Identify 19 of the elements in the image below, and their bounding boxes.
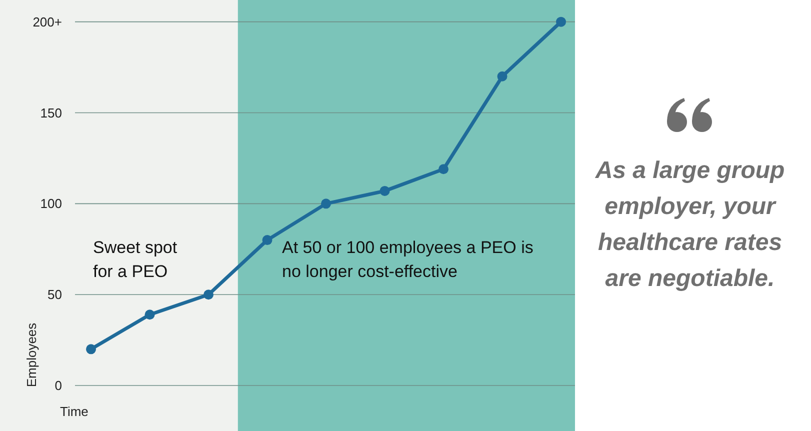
point bbox=[321, 198, 331, 209]
point bbox=[380, 186, 390, 196]
y-tick-label: 200+ bbox=[32, 14, 62, 30]
point bbox=[497, 71, 508, 82]
x-axis-title: Time bbox=[60, 404, 88, 419]
annotation: At 50 or 100 employees a PEO is no longer cost-effective bbox=[282, 238, 534, 281]
text: As a large group employer, your healthcare rates are negotiable. bbox=[594, 157, 785, 292]
y-tick-label: 150 bbox=[40, 105, 62, 120]
point bbox=[86, 344, 96, 354]
y-tick-label: 100 bbox=[40, 196, 62, 212]
point bbox=[262, 235, 272, 246]
y-tick-label: 50 bbox=[48, 287, 62, 302]
point bbox=[556, 16, 566, 27]
point bbox=[438, 164, 448, 174]
y-tick-label: 0 bbox=[54, 378, 62, 394]
point bbox=[144, 310, 155, 320]
annotation: Sweet spot for a PEO bbox=[93, 238, 178, 281]
point bbox=[204, 290, 214, 300]
y-axis-title: Employees bbox=[24, 322, 39, 388]
